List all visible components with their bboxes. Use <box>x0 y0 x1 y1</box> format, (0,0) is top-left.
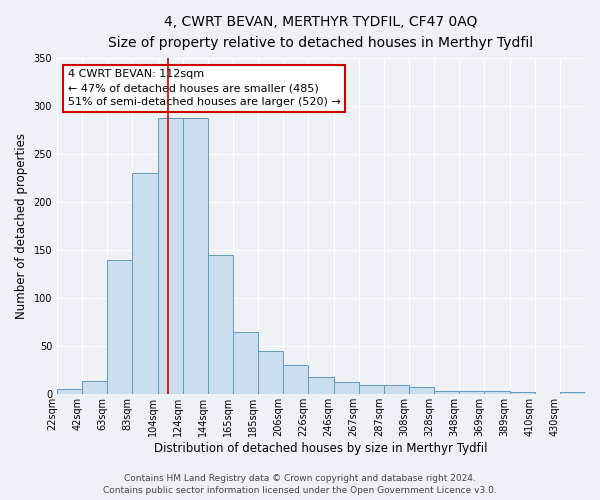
Bar <box>434 392 459 394</box>
Title: 4, CWRT BEVAN, MERTHYR TYDFIL, CF47 0AQ
Size of property relative to detached ho: 4, CWRT BEVAN, MERTHYR TYDFIL, CF47 0AQ … <box>109 15 533 50</box>
Bar <box>208 255 233 394</box>
Bar <box>509 392 535 394</box>
Bar <box>359 384 384 394</box>
Bar <box>409 386 434 394</box>
Bar <box>158 118 183 394</box>
Bar <box>258 351 283 395</box>
Bar <box>183 118 208 394</box>
Bar <box>107 260 133 394</box>
Bar <box>308 377 334 394</box>
Bar <box>82 381 107 394</box>
Bar <box>384 384 409 394</box>
X-axis label: Distribution of detached houses by size in Merthyr Tydfil: Distribution of detached houses by size … <box>154 442 488 455</box>
Text: 4 CWRT BEVAN: 112sqm
← 47% of detached houses are smaller (485)
51% of semi-deta: 4 CWRT BEVAN: 112sqm ← 47% of detached h… <box>68 70 340 108</box>
Bar <box>334 382 359 394</box>
Bar <box>233 332 258 394</box>
Bar <box>560 392 585 394</box>
Bar <box>459 392 484 394</box>
Y-axis label: Number of detached properties: Number of detached properties <box>15 133 28 319</box>
Bar <box>484 392 509 394</box>
Bar <box>133 173 158 394</box>
Bar <box>283 366 308 394</box>
Text: Contains HM Land Registry data © Crown copyright and database right 2024.
Contai: Contains HM Land Registry data © Crown c… <box>103 474 497 495</box>
Bar <box>57 390 82 394</box>
